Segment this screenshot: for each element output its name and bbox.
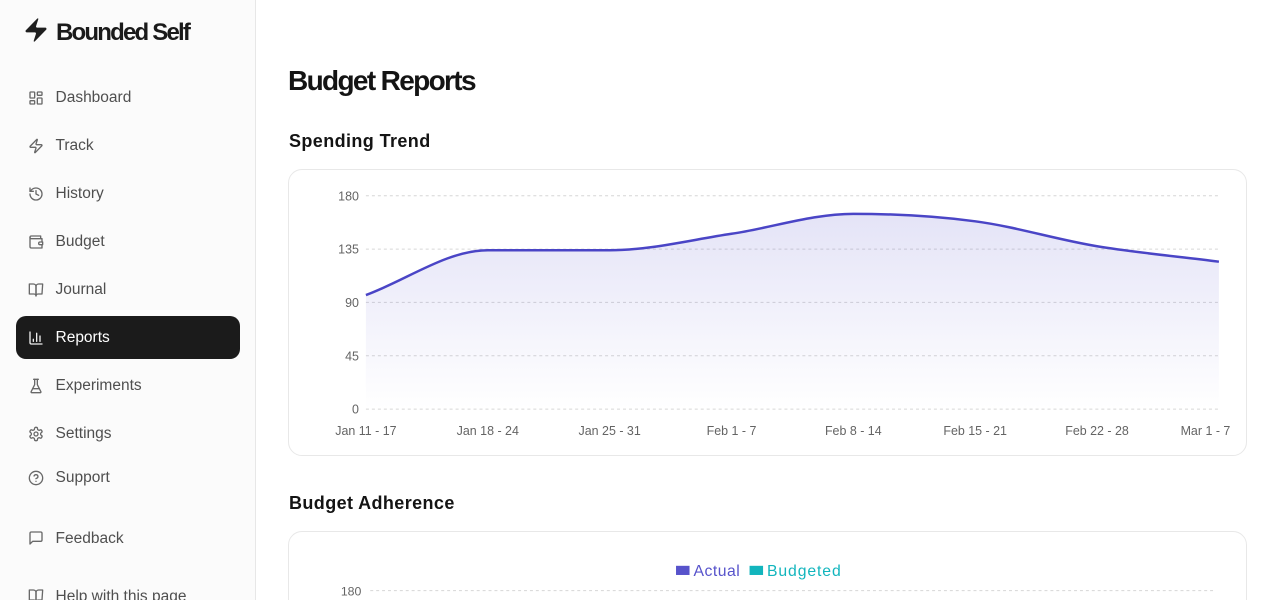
svg-text:135: 135 xyxy=(338,243,359,257)
svg-text:Feb 1 - 7: Feb 1 - 7 xyxy=(707,424,757,438)
svg-text:Actual: Actual xyxy=(693,563,740,580)
svg-text:0: 0 xyxy=(352,403,359,417)
svg-text:Budgeted: Budgeted xyxy=(767,563,842,580)
svg-text:180: 180 xyxy=(341,585,362,599)
svg-text:Jan 25 - 31: Jan 25 - 31 xyxy=(579,424,641,438)
svg-text:45: 45 xyxy=(345,349,359,363)
svg-text:Jan 11 - 17: Jan 11 - 17 xyxy=(335,424,396,438)
svg-text:Jan 18 - 24: Jan 18 - 24 xyxy=(457,424,519,438)
svg-text:Feb 22 - 28: Feb 22 - 28 xyxy=(1065,424,1129,438)
svg-text:Feb 15 - 21: Feb 15 - 21 xyxy=(943,424,1007,438)
svg-text:Mar 1 - 7: Mar 1 - 7 xyxy=(1181,424,1231,438)
svg-text:Feb 8 - 14: Feb 8 - 14 xyxy=(825,424,882,438)
svg-text:180: 180 xyxy=(338,189,359,203)
svg-text:90: 90 xyxy=(345,296,359,310)
